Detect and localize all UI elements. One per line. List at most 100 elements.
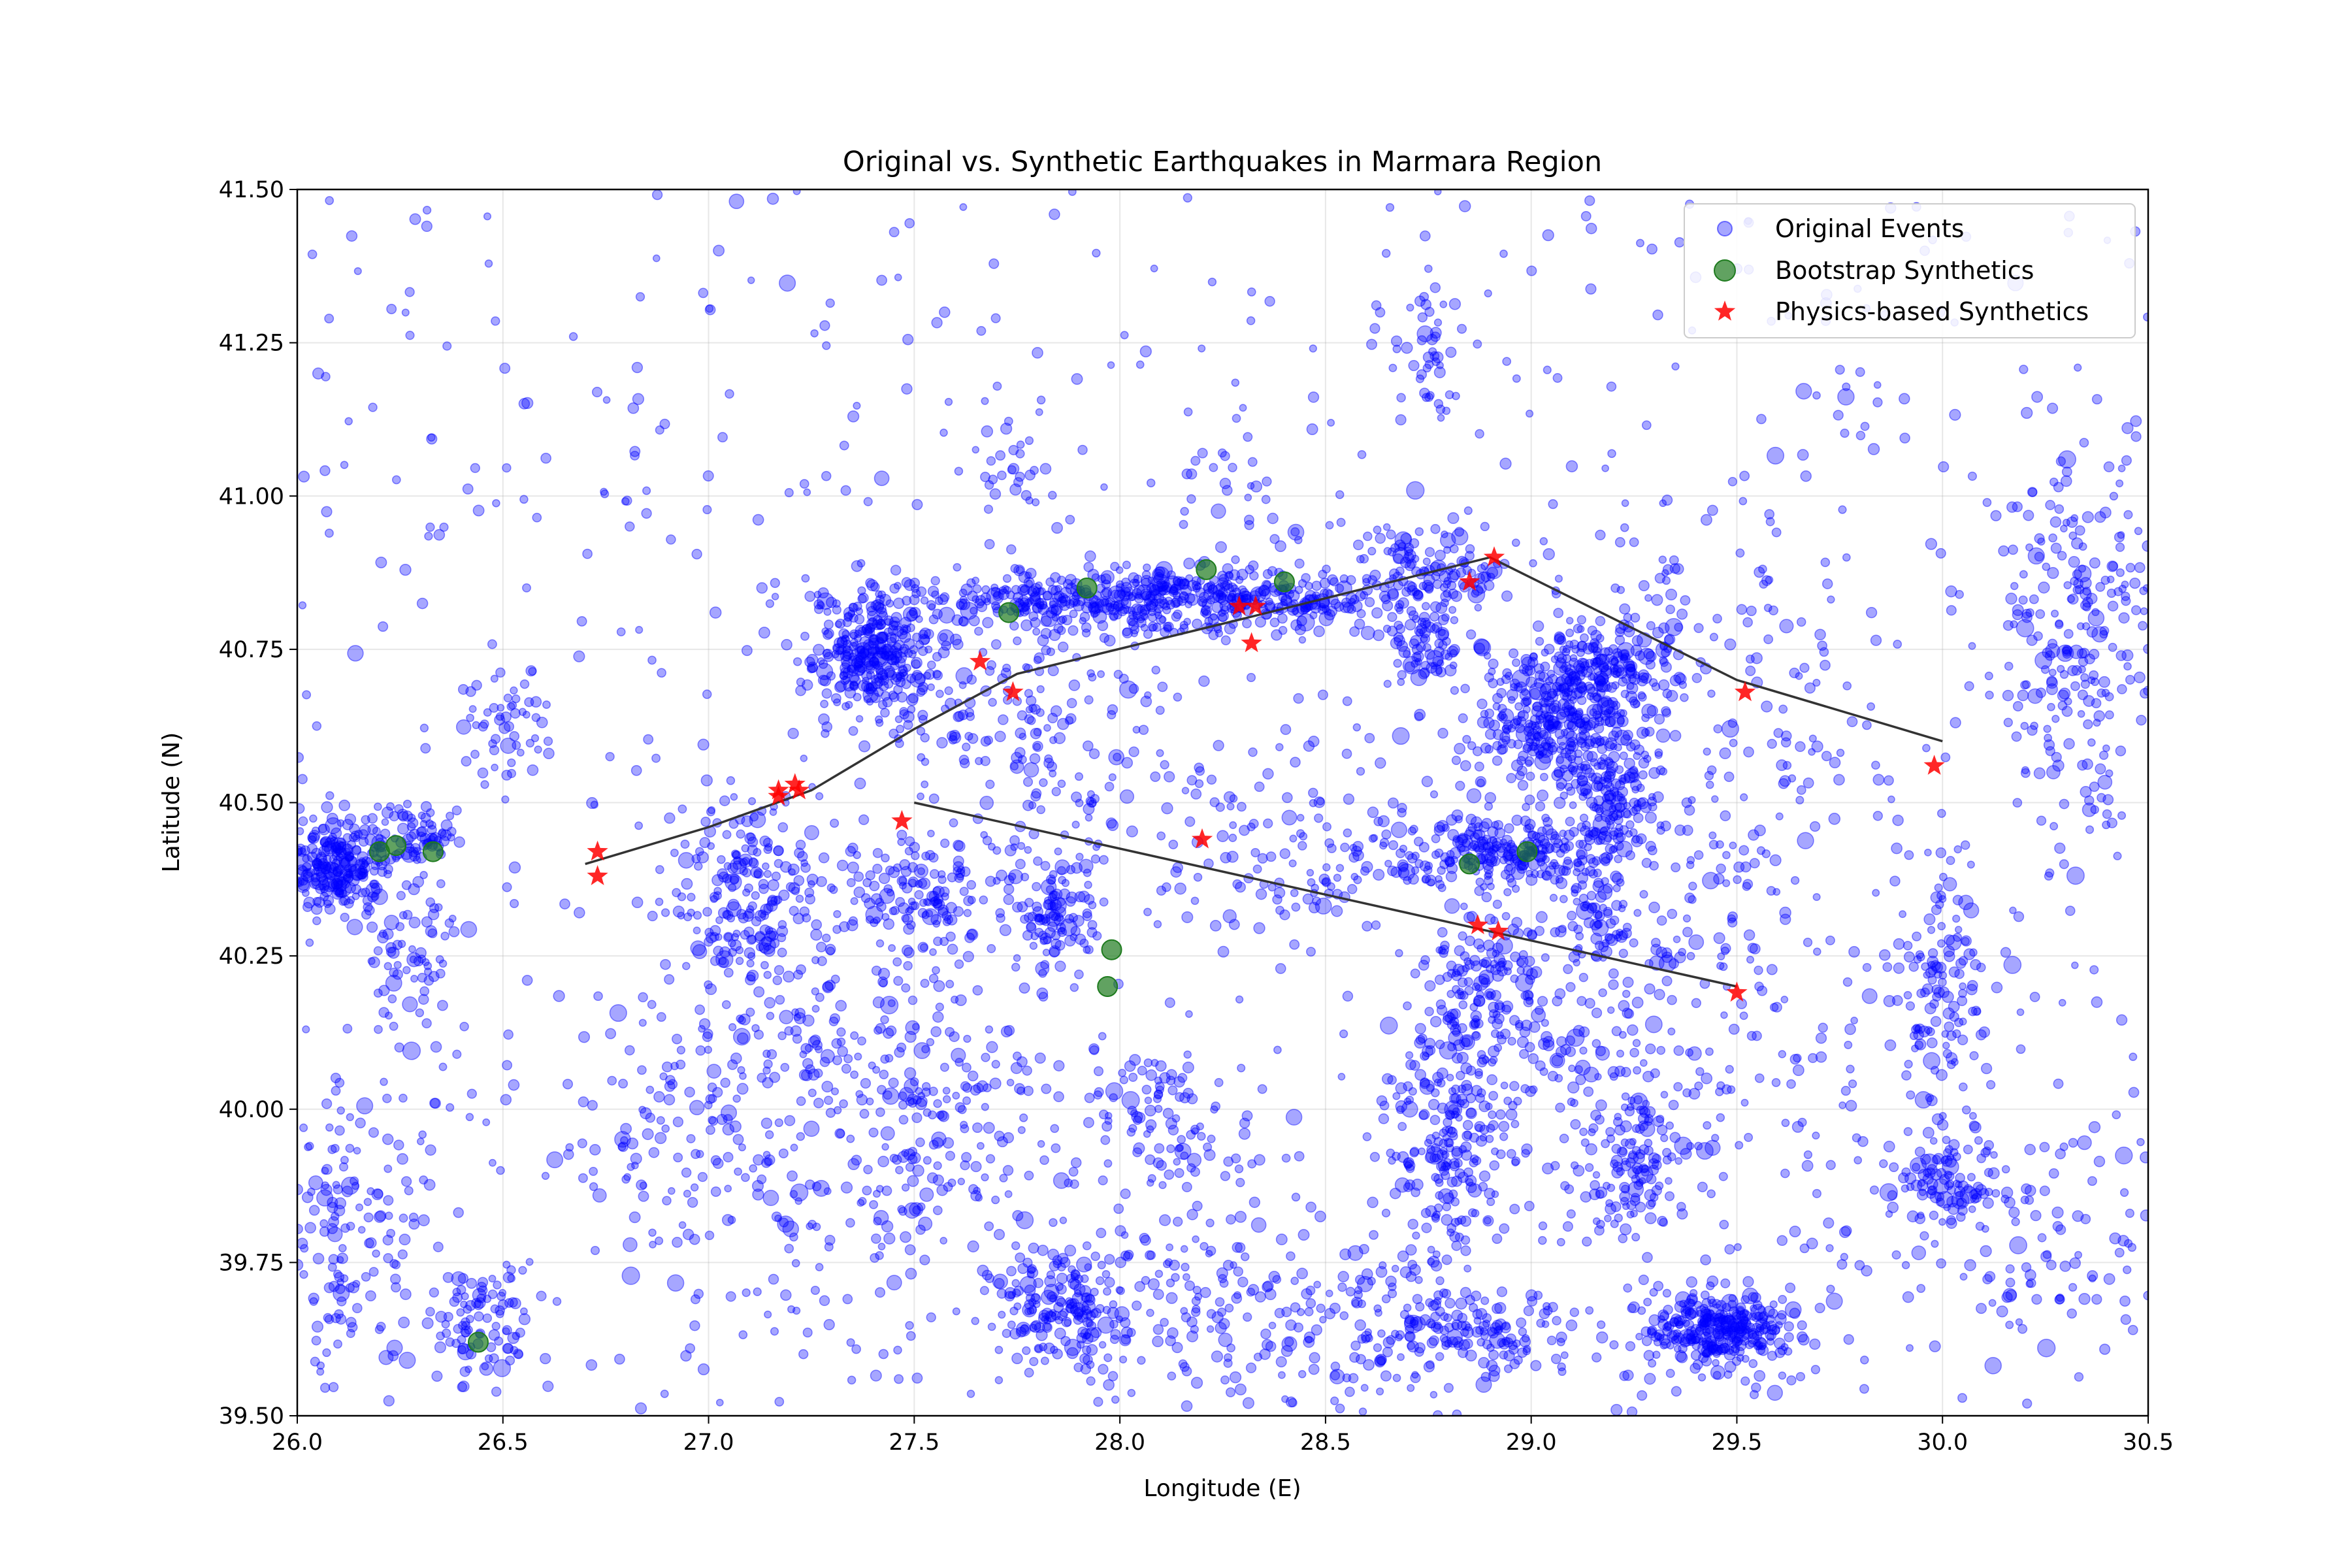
original-event-point <box>1462 1120 1473 1131</box>
original-event-point <box>451 1271 466 1286</box>
original-event-point <box>1424 861 1433 870</box>
original-event-point <box>1488 667 1496 676</box>
original-event-point <box>2059 798 2070 809</box>
original-event-point <box>1963 902 1980 919</box>
original-event-point <box>837 636 848 647</box>
original-event-point <box>1910 1179 1923 1192</box>
original-event-point <box>939 632 948 642</box>
original-event-point <box>1740 1295 1750 1305</box>
original-event-point <box>1054 960 1066 972</box>
original-event-point <box>1666 1341 1674 1350</box>
original-event-point <box>1648 902 1660 913</box>
original-event-point <box>898 1091 907 1101</box>
original-event-point <box>343 873 353 884</box>
original-event-point <box>1333 874 1342 882</box>
original-event-point <box>1269 617 1280 628</box>
original-event-point <box>1916 988 1926 998</box>
original-event-point <box>2045 868 2055 878</box>
original-event-point <box>328 832 337 841</box>
original-event-point <box>1627 1303 1637 1313</box>
original-event-point <box>359 868 369 878</box>
original-event-point <box>900 1231 911 1243</box>
original-event-point <box>907 1175 919 1187</box>
original-event-point <box>900 671 909 680</box>
original-event-point <box>1712 1328 1724 1340</box>
original-event-point <box>1051 585 1061 596</box>
original-event-point <box>1418 1147 1426 1156</box>
original-event-point <box>1047 664 1059 677</box>
original-event-point <box>848 602 858 612</box>
original-event-point <box>1248 747 1258 757</box>
original-event-point <box>1002 574 1012 583</box>
original-event-point <box>1220 605 1230 615</box>
original-event-point <box>2033 767 2046 779</box>
original-event-point <box>1255 888 1267 900</box>
original-event-point <box>796 1096 806 1106</box>
original-event-point <box>888 691 898 700</box>
original-event-point <box>1140 612 1149 621</box>
original-event-point <box>1224 623 1236 635</box>
original-event-point <box>1390 821 1407 838</box>
original-event-point <box>368 1267 379 1277</box>
original-event-point <box>1748 1330 1757 1339</box>
original-event-point <box>1914 1213 1926 1224</box>
original-event-point <box>1933 1178 1950 1195</box>
original-event-point <box>1545 828 1558 841</box>
original-event-point <box>849 602 859 613</box>
original-event-point <box>923 1156 932 1165</box>
original-event-point <box>853 851 861 859</box>
original-event-point <box>1081 601 1093 613</box>
original-event-point <box>902 625 911 634</box>
original-event-point <box>1185 574 1194 583</box>
original-event-point <box>866 660 877 671</box>
original-event-point <box>836 1027 846 1037</box>
original-event-point <box>1032 627 1041 636</box>
original-event-point <box>753 870 762 879</box>
original-event-point <box>1197 596 1208 607</box>
original-event-point <box>1068 595 1080 606</box>
original-event-point <box>1163 624 1172 633</box>
original-event-point <box>1056 596 1068 608</box>
original-event-point <box>2074 525 2085 536</box>
original-event-point <box>1503 864 1516 876</box>
original-event-point <box>889 583 900 594</box>
original-event-point <box>1413 836 1424 847</box>
original-event-point <box>2046 764 2061 779</box>
original-event-point <box>901 679 911 689</box>
original-event-point <box>678 1221 687 1229</box>
original-event-point <box>1604 740 1615 752</box>
original-event-point <box>358 857 367 865</box>
original-event-point <box>1017 710 1028 721</box>
original-event-point <box>743 926 755 938</box>
original-event-point <box>1409 1147 1419 1158</box>
original-event-point <box>1090 854 1100 864</box>
original-event-point <box>2060 475 2072 487</box>
original-event-point <box>1508 648 1519 659</box>
original-event-point <box>348 863 357 873</box>
original-event-point <box>961 1062 972 1073</box>
original-event-point <box>1424 584 1434 594</box>
original-event-point <box>2097 774 2113 790</box>
original-event-point <box>1563 829 1575 841</box>
original-event-point <box>889 633 900 644</box>
original-event-point <box>351 845 362 856</box>
original-event-point <box>1397 1122 1407 1132</box>
original-event-point <box>780 1289 792 1301</box>
original-event-point <box>378 1350 394 1365</box>
original-event-point <box>1523 742 1533 752</box>
original-event-point <box>1421 875 1429 884</box>
original-event-point <box>536 1290 547 1301</box>
original-event-point <box>1419 1078 1431 1089</box>
original-event-point <box>858 814 870 825</box>
original-event-point <box>870 675 879 684</box>
original-event-point <box>2063 581 2072 589</box>
original-event-point <box>2095 581 2106 592</box>
original-event-point <box>331 851 340 861</box>
original-event-point <box>728 1023 737 1032</box>
original-event-point <box>1018 595 1030 607</box>
original-event-point <box>1169 586 1179 596</box>
original-event-point <box>1119 674 1129 684</box>
original-event-point <box>1474 761 1484 772</box>
original-event-point <box>821 728 830 738</box>
original-event-point <box>1013 636 1022 645</box>
